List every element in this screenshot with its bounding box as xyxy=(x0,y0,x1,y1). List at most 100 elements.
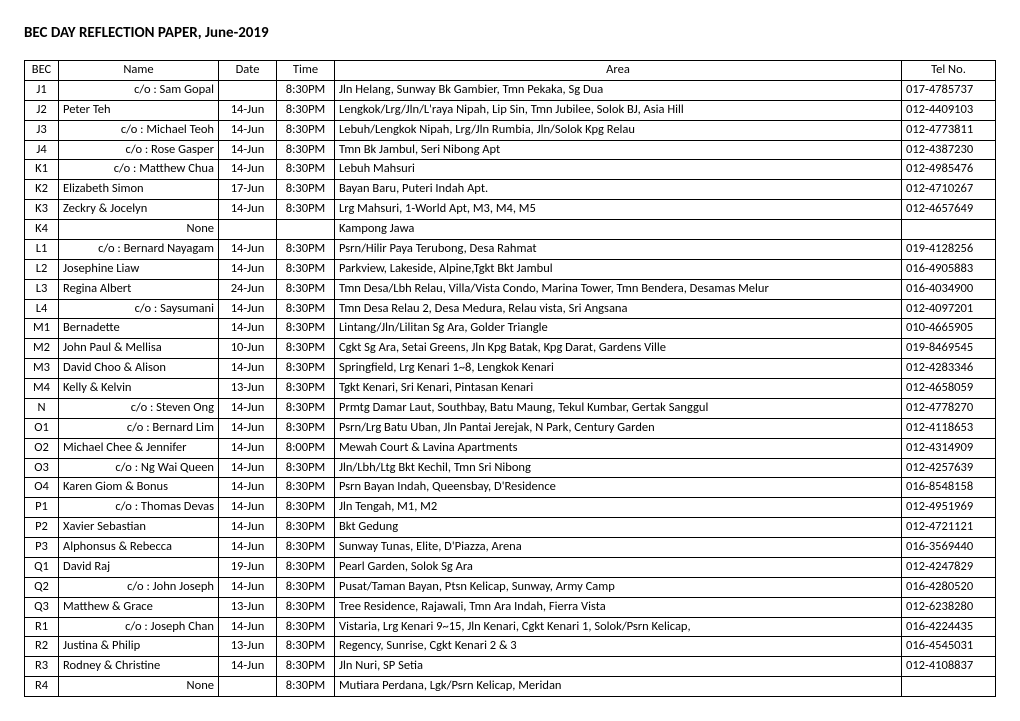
header-bec: BEC xyxy=(25,61,59,81)
cell-bec: O4 xyxy=(25,478,59,498)
table-row: Q2c/o : John Joseph14-Jun8:30PMPusat/Tam… xyxy=(25,577,996,597)
cell-tel: 012-4658059 xyxy=(902,379,996,399)
cell-time: 8:30PM xyxy=(277,577,335,597)
cell-area: Jln Helang, Sunway Bk Gambier, Tmn Pekak… xyxy=(335,80,902,100)
cell-date: 19-Jun xyxy=(219,557,277,577)
cell-time: 8:30PM xyxy=(277,140,335,160)
cell-date: 14-Jun xyxy=(219,319,277,339)
cell-tel: 016-4034900 xyxy=(902,279,996,299)
cell-name: c/o : Matthew Chua xyxy=(59,160,219,180)
header-area: Area xyxy=(335,61,902,81)
cell-area: Lintang/Jln/Lilitan Sg Ara, Golder Trian… xyxy=(335,319,902,339)
cell-time: 8:30PM xyxy=(277,418,335,438)
cell-tel: 016-4280520 xyxy=(902,577,996,597)
cell-area: Parkview, Lakeside, Alpine,Tgkt Bkt Jamb… xyxy=(335,259,902,279)
cell-tel: 012-4257639 xyxy=(902,458,996,478)
cell-time: 8:30PM xyxy=(277,597,335,617)
cell-name: c/o : John Joseph xyxy=(59,577,219,597)
cell-date: 14-Jun xyxy=(219,160,277,180)
cell-bec: K1 xyxy=(25,160,59,180)
cell-name: c/o : Sam Gopal xyxy=(59,80,219,100)
cell-area: Psrn Bayan Indah, Queensbay, D'Residence xyxy=(335,478,902,498)
cell-tel: 012-4773811 xyxy=(902,120,996,140)
cell-name: David Choo & Alison xyxy=(59,359,219,379)
cell-bec: N xyxy=(25,398,59,418)
cell-time: 8:30PM xyxy=(277,120,335,140)
table-row: J3c/o : Michael Teoh14-Jun8:30PMLebuh/Le… xyxy=(25,120,996,140)
cell-tel: 012-4118653 xyxy=(902,418,996,438)
cell-date: 14-Jun xyxy=(219,617,277,637)
table-row: J2Peter Teh14-Jun8:30PMLengkok/Lrg/Jln/L… xyxy=(25,100,996,120)
cell-area: Mewah Court & Lavina Apartments xyxy=(335,438,902,458)
cell-time: 8:30PM xyxy=(277,339,335,359)
cell-area: Lrg Mahsuri, 1-World Apt, M3, M4, M5 xyxy=(335,200,902,220)
cell-time xyxy=(277,220,335,240)
cell-name: c/o : Joseph Chan xyxy=(59,617,219,637)
table-row: L1c/o : Bernard Nayagam14-Jun8:30PMPsrn/… xyxy=(25,239,996,259)
table-row: K4NoneKampong Jawa xyxy=(25,220,996,240)
cell-bec: Q1 xyxy=(25,557,59,577)
cell-area: Tmn Bk Jambul, Seri Nibong Apt xyxy=(335,140,902,160)
cell-area: Kampong Jawa xyxy=(335,220,902,240)
cell-date: 17-Jun xyxy=(219,180,277,200)
cell-tel xyxy=(902,220,996,240)
cell-name: Zeckry & Jocelyn xyxy=(59,200,219,220)
table-row: K1c/o : Matthew Chua14-Jun8:30PMLebuh Ma… xyxy=(25,160,996,180)
cell-tel: 012-4314909 xyxy=(902,438,996,458)
table-row: R4None8:30PMMutiara Perdana, Lgk/Psrn Ke… xyxy=(25,677,996,697)
cell-name: Peter Teh xyxy=(59,100,219,120)
cell-bec: J1 xyxy=(25,80,59,100)
cell-date xyxy=(219,80,277,100)
cell-name: c/o : Michael Teoh xyxy=(59,120,219,140)
cell-time: 8:00PM xyxy=(277,438,335,458)
cell-tel xyxy=(902,677,996,697)
table-row: L4c/o : Saysumani14-Jun8:30PMTmn Desa Re… xyxy=(25,299,996,319)
cell-date xyxy=(219,220,277,240)
table-row: R2Justina & Philip13-Jun8:30PMRegency, S… xyxy=(25,637,996,657)
table-row: R1c/o : Joseph Chan14-Jun8:30PMVistaria,… xyxy=(25,617,996,637)
cell-area: Bkt Gedung xyxy=(335,518,902,538)
cell-name: c/o : Bernard Lim xyxy=(59,418,219,438)
cell-time: 8:30PM xyxy=(277,200,335,220)
table-row: Q3Matthew & Grace13-Jun8:30PMTree Reside… xyxy=(25,597,996,617)
table-row: O4Karen Giom & Bonus14-Jun8:30PMPsrn Bay… xyxy=(25,478,996,498)
cell-time: 8:30PM xyxy=(277,279,335,299)
cell-date: 14-Jun xyxy=(219,100,277,120)
cell-tel: 012-4108837 xyxy=(902,657,996,677)
table-row: O1c/o : Bernard Lim14-Jun8:30PMPsrn/Lrg … xyxy=(25,418,996,438)
table-row: P2Xavier Sebastian14-Jun8:30PMBkt Gedung… xyxy=(25,518,996,538)
cell-bec: J3 xyxy=(25,120,59,140)
cell-bec: M2 xyxy=(25,339,59,359)
cell-area: Cgkt Sg Ara, Setai Greens, Jln Kpg Batak… xyxy=(335,339,902,359)
cell-tel: 012-4387230 xyxy=(902,140,996,160)
cell-tel: 016-4905883 xyxy=(902,259,996,279)
cell-name: John Paul & Mellisa xyxy=(59,339,219,359)
cell-bec: K2 xyxy=(25,180,59,200)
cell-date: 14-Jun xyxy=(219,577,277,597)
cell-tel: 012-4283346 xyxy=(902,359,996,379)
cell-area: Mutiara Perdana, Lgk/Psrn Kelicap, Merid… xyxy=(335,677,902,697)
cell-area: Jln Nuri, SP Setia xyxy=(335,657,902,677)
cell-name: Karen Giom & Bonus xyxy=(59,478,219,498)
cell-name: Matthew & Grace xyxy=(59,597,219,617)
cell-tel: 017-4785737 xyxy=(902,80,996,100)
cell-bec: P2 xyxy=(25,518,59,538)
cell-tel: 012-4409103 xyxy=(902,100,996,120)
cell-name: Xavier Sebastian xyxy=(59,518,219,538)
table-row: K2Elizabeth Simon17-Jun8:30PMBayan Baru,… xyxy=(25,180,996,200)
cell-name: c/o : Bernard Nayagam xyxy=(59,239,219,259)
cell-time: 8:30PM xyxy=(277,160,335,180)
cell-area: Tmn Desa Relau 2, Desa Medura, Relau vis… xyxy=(335,299,902,319)
cell-date: 14-Jun xyxy=(219,657,277,677)
cell-time: 8:30PM xyxy=(277,538,335,558)
cell-date: 14-Jun xyxy=(219,538,277,558)
cell-date: 14-Jun xyxy=(219,259,277,279)
cell-name: Kelly & Kelvin xyxy=(59,379,219,399)
cell-date: 13-Jun xyxy=(219,637,277,657)
cell-date: 24-Jun xyxy=(219,279,277,299)
cell-bec: M1 xyxy=(25,319,59,339)
table-row: O3c/o : Ng Wai Queen14-Jun8:30PMJln/Lbh/… xyxy=(25,458,996,478)
table-row: M4Kelly & Kelvin13-Jun8:30PMTgkt Kenari,… xyxy=(25,379,996,399)
cell-area: Bayan Baru, Puteri Indah Apt. xyxy=(335,180,902,200)
cell-date: 14-Jun xyxy=(219,478,277,498)
